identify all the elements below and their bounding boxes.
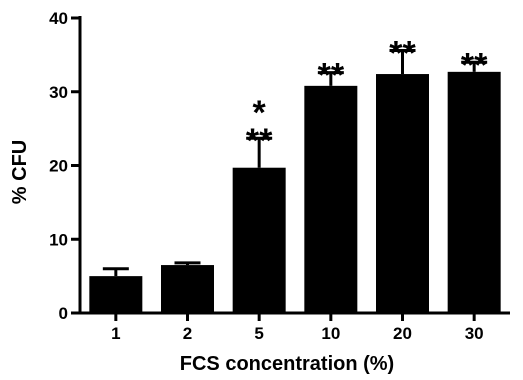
error-bars	[102, 48, 488, 277]
y-axis: 0 10 20 30 40	[49, 9, 82, 323]
significance-mark-5: **	[246, 122, 273, 160]
x-tick-label: 1	[111, 324, 120, 343]
x-axis-title: FCS concentration (%)	[180, 353, 394, 375]
x-tick-label: 20	[393, 324, 412, 343]
y-tick-label: 0	[59, 304, 68, 323]
x-tick-label: 30	[465, 324, 484, 343]
bar-5	[232, 167, 286, 313]
y-tick-label: 40	[49, 9, 68, 28]
significance-mark-20: **	[389, 34, 416, 72]
y-axis-title: % CFU	[9, 140, 31, 204]
bar-20	[376, 74, 429, 313]
y-tick-label: 30	[49, 83, 68, 102]
x-tick-label: 5	[254, 324, 263, 343]
bar-10	[304, 85, 358, 313]
bar-30	[447, 71, 501, 314]
significance-mark-10: **	[318, 57, 345, 95]
bars	[89, 71, 501, 314]
significance-mark-30: **	[461, 46, 488, 84]
significance-mark-5: *	[253, 94, 267, 132]
x-tick-label: 2	[183, 324, 192, 343]
x-axis: 1 2 5 10 20 30	[79, 311, 510, 343]
y-tick-label: 10	[49, 230, 68, 249]
bar-2	[161, 265, 214, 313]
significance-marks: ******* **	[246, 34, 488, 160]
y-tick-label: 20	[49, 157, 68, 176]
bar-1	[89, 276, 143, 313]
x-tick-label: 10	[321, 324, 340, 343]
